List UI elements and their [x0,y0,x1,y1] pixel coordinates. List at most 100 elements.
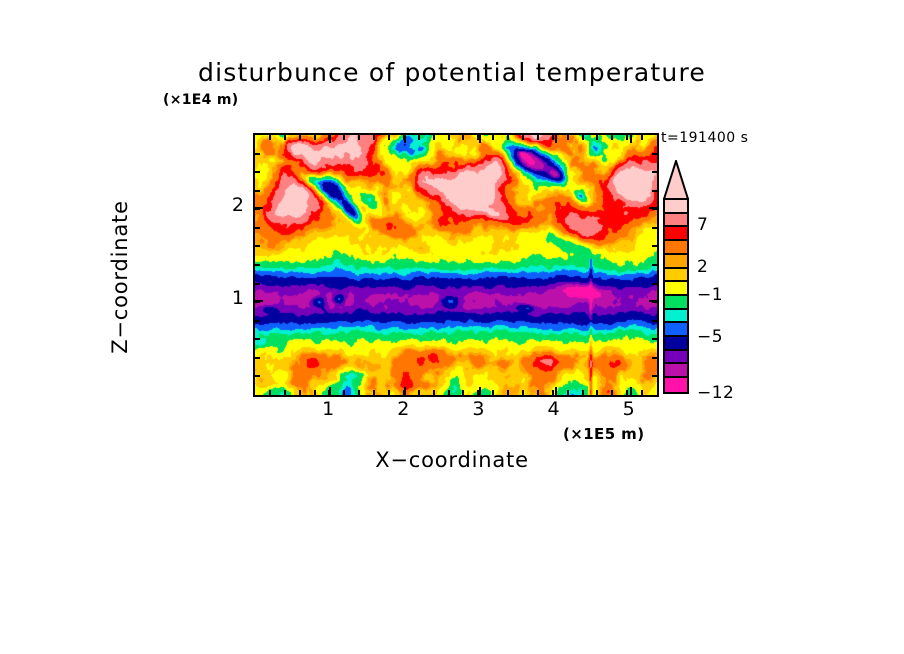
axis-tick-major [329,133,332,143]
axis-tick [551,133,554,140]
contour-plot-area [253,133,659,397]
colorbar-segments [663,198,689,394]
axis-tick [652,189,659,192]
axis-tick [566,390,569,397]
timestamp-label: t=191400 s [661,130,749,146]
colorbar-label: 2 [697,257,709,277]
axis-tick [641,133,644,140]
axis-tick [373,133,376,140]
x-unit-label: (×1E5 m) [563,425,645,443]
axis-tick [611,390,614,397]
colorbar-segment [665,268,687,283]
colorbar-segment [665,241,687,255]
axis-tick [313,133,316,140]
axis-tick [358,390,361,397]
axis-tick [373,390,376,397]
axis-tick [652,226,659,229]
axis-tick [253,319,260,322]
axis-tick [343,390,346,397]
axis-tick [447,133,450,140]
axis-tick [253,282,260,285]
axis-tick [652,208,659,211]
axis-tick [536,390,539,397]
axis-tick-major [253,300,263,303]
axis-tick [652,375,659,378]
colorbar-segment [665,227,687,242]
axis-tick [596,390,599,397]
y-tick-label: 1 [231,287,244,310]
axis-tick [388,133,390,140]
z-unit-label: (×1E4 m) [163,92,239,108]
colorbar-arrow-icon [663,160,689,200]
axis-tick [507,133,510,140]
colorbar-segment [665,254,687,269]
axis-tick [522,133,524,140]
colorbar-segment [665,282,687,296]
axis-tick [447,390,450,397]
axis-tick [283,133,286,140]
axis-tick [432,133,435,140]
axis-tick-major [253,206,263,209]
axis-tick-major [479,387,482,397]
axis-tick-major [629,387,632,397]
x-tick-label: 5 [622,398,635,420]
y-tick-label: 2 [231,193,244,216]
axis-tick [462,390,465,397]
axis-tick [652,319,659,322]
axis-tick [253,208,260,211]
colorbar: 7 2 −1 −5 −12 [661,160,771,403]
axis-tick [492,133,495,140]
axis-tick [652,264,659,266]
axis-tick [477,390,480,397]
axis-tick [417,133,420,140]
colorbar-segment [665,378,687,392]
axis-tick [641,390,644,397]
axis-tick [253,171,260,174]
axis-tick [492,390,495,397]
colorbar-segment [665,213,687,228]
axis-tick [611,133,614,140]
axis-tick [253,356,260,359]
axis-tick-major [404,387,407,397]
axis-tick [566,133,569,140]
y-axis-title: Z−coordinate [108,200,132,354]
axis-tick [652,152,659,155]
axis-tick [253,264,260,266]
axis-tick-major [629,133,632,143]
axis-tick-major [554,133,557,143]
colorbar-segment [665,350,687,365]
axis-tick [283,390,286,397]
colorbar-label: 7 [697,215,709,235]
axis-tick [536,133,539,140]
axis-tick [402,133,405,140]
colorbar-label: −5 [697,327,724,347]
axis-tick-major [404,133,407,143]
axis-tick [581,133,584,140]
axis-tick-major [649,300,659,303]
colorbar-segment [665,337,687,351]
x-tick-label: 2 [397,398,410,420]
axis-tick [626,133,629,140]
contour-field-canvas [255,135,657,395]
axis-tick [477,133,480,140]
axis-tick [652,356,659,359]
axis-tick [417,390,420,397]
axis-tick [596,133,599,140]
axis-tick [253,226,260,229]
axis-tick [253,338,260,341]
axis-tick [253,375,260,378]
colorbar-segment [665,323,687,338]
x-tick-label: 4 [547,398,560,420]
axis-tick [462,133,465,140]
axis-tick [432,390,435,397]
axis-tick [253,245,260,248]
colorbar-segment [665,200,687,214]
colorbar-segment [665,295,687,310]
axis-tick-major [554,387,557,397]
colorbar-label: −1 [697,285,724,305]
axis-tick [652,282,659,285]
x-tick-label: 1 [322,398,335,420]
axis-tick [298,133,301,140]
axis-tick [313,390,316,397]
axis-tick [522,390,524,397]
